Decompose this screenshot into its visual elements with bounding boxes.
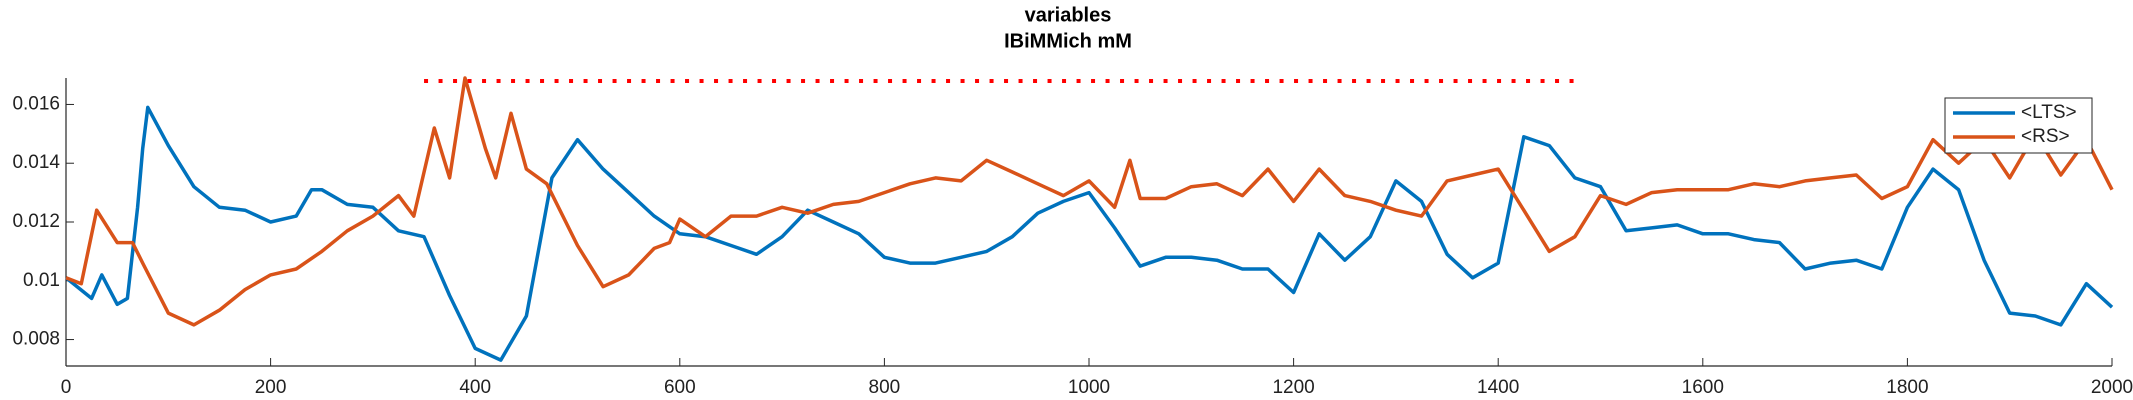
x-tick-label: 1600 xyxy=(1682,377,1724,398)
series-line xyxy=(64,105,2114,362)
y-tick-label: 0.008 xyxy=(12,329,60,350)
x-tick-label: 400 xyxy=(459,377,491,398)
chart-title: variables xyxy=(1025,4,1112,26)
y-tick-label: 0.016 xyxy=(12,93,60,114)
series-line xyxy=(65,76,2114,327)
legend-label: <RS> xyxy=(2021,126,2070,147)
legend-box xyxy=(1944,97,2093,154)
x-tick-label: 1000 xyxy=(1068,377,1110,398)
x-tick-label: 800 xyxy=(869,377,901,398)
x-tick-label: 600 xyxy=(664,377,696,398)
x-tick-label: 200 xyxy=(255,377,287,398)
y-tick-label: 0.01 xyxy=(23,270,60,291)
x-tick-label: 1200 xyxy=(1272,377,1314,398)
x-tick-label: 2000 xyxy=(2091,377,2133,398)
x-tick-label: 0 xyxy=(61,377,72,398)
legend-label: <LTS> xyxy=(2021,102,2077,123)
chart-subtitle: IBiMMich mM xyxy=(1004,30,1132,52)
x-tick-label: 1400 xyxy=(1477,377,1519,398)
y-tick-label: 0.014 xyxy=(12,152,60,173)
x-tick-label: 1800 xyxy=(1886,377,1928,398)
y-tick-label: 0.012 xyxy=(12,211,60,232)
